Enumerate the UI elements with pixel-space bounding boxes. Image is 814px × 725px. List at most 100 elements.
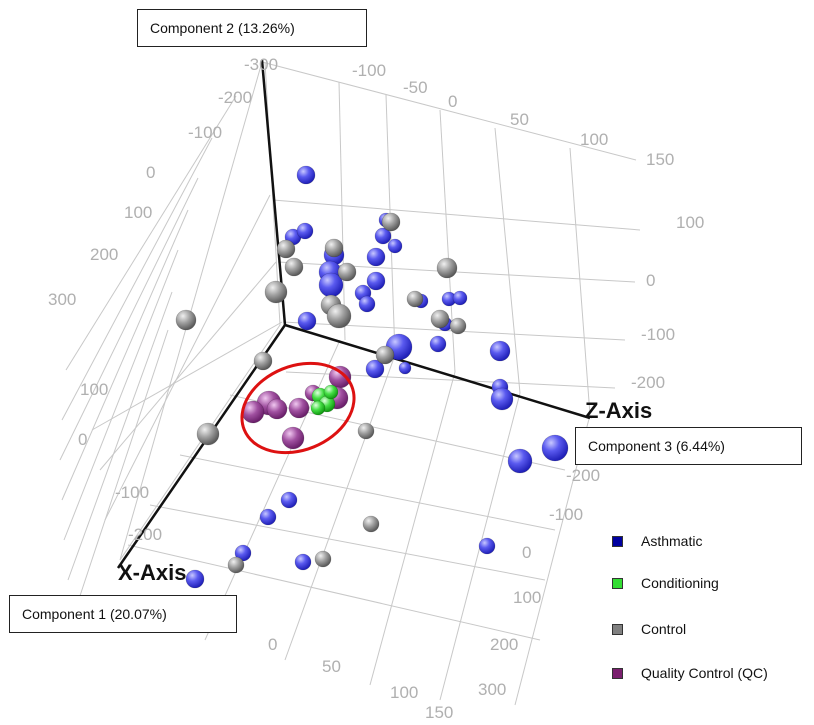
legend-item-conditioning: Conditioning	[612, 575, 719, 591]
component2-label: Component 2 (13.26%)	[137, 9, 367, 47]
highlight-ellipse	[240, 361, 356, 455]
axis-line	[260, 59, 287, 326]
point-asthmatic	[452, 290, 468, 306]
grid-line	[71, 329, 169, 621]
legend-label-asthmatic: Asthmatic	[641, 533, 703, 549]
tick-label-z-lower: -100	[549, 505, 583, 524]
tick-label-x-bottom: 0	[268, 635, 277, 654]
legend-item-qc: Quality Control (QC)	[612, 665, 768, 681]
point-asthmatic	[366, 247, 386, 267]
point-quality-control-qc	[288, 397, 310, 419]
point-control	[357, 422, 375, 440]
grid-line	[149, 504, 546, 581]
grid-line	[67, 291, 173, 581]
grid-line	[65, 95, 237, 371]
tick-label-z-right: -100	[641, 325, 675, 344]
legend-swatch-conditioning	[612, 577, 623, 589]
point-conditioning	[323, 384, 339, 400]
point-control	[253, 351, 273, 371]
point-control	[436, 257, 458, 279]
tick-label-y-top: 0	[448, 92, 457, 111]
point-asthmatic	[296, 165, 316, 185]
point-control	[381, 212, 401, 232]
grid-line	[494, 127, 521, 394]
point-asthmatic	[234, 544, 252, 562]
tick-label-y-top: -50	[403, 78, 428, 97]
tick-label-x-bottom: 150	[425, 703, 453, 722]
point-control	[314, 550, 332, 568]
legend-label-qc: Quality Control (QC)	[641, 665, 768, 681]
point-asthmatic	[490, 387, 514, 411]
grid-line	[569, 147, 591, 416]
grid-line	[99, 261, 277, 471]
point-control	[449, 317, 467, 335]
point-quality-control-qc	[266, 398, 288, 420]
point-asthmatic	[365, 359, 385, 379]
point-asthmatic	[429, 335, 447, 353]
legend-label-conditioning: Conditioning	[641, 575, 719, 591]
point-asthmatic	[374, 227, 392, 245]
point-conditioning	[310, 400, 326, 416]
tick-label-x-left: 0	[78, 430, 87, 449]
point-control	[175, 309, 197, 331]
grid-line	[369, 371, 456, 686]
point-asthmatic	[280, 491, 298, 509]
grid-lines	[59, 61, 641, 706]
point-quality-control-qc	[281, 426, 305, 450]
point-asthmatic	[398, 361, 412, 375]
legend-label-control: Control	[641, 621, 687, 637]
point-asthmatic	[478, 537, 496, 555]
tick-labels: -300 -200 -100 0 100 200 300 -100 -50 0 50 100 150 10…	[48, 55, 704, 722]
point-asthmatic	[185, 569, 205, 589]
point-asthmatic	[489, 340, 511, 362]
data-points	[175, 165, 569, 589]
grid-line	[119, 324, 281, 561]
tick-label-y-left: 0	[146, 163, 155, 182]
grid-line	[261, 61, 637, 161]
axis-line	[284, 323, 591, 420]
point-asthmatic	[294, 553, 312, 571]
point-asthmatic	[297, 311, 317, 331]
point-control	[324, 238, 344, 258]
grid-line	[127, 544, 541, 641]
grid-line	[272, 199, 641, 231]
grid-line	[119, 61, 263, 561]
point-asthmatic	[507, 448, 533, 474]
point-control	[337, 262, 357, 282]
tick-label-z-right: -200	[631, 373, 665, 392]
point-control	[430, 309, 450, 329]
component3-label: Component 3 (6.44%)	[575, 427, 802, 465]
tick-label-z-lower: 0	[522, 543, 531, 562]
point-control	[196, 422, 220, 446]
legend-swatch-qc	[612, 667, 623, 679]
tick-label-x-left: -100	[115, 483, 149, 502]
tick-label-y-left: 300	[48, 290, 76, 309]
point-control	[276, 239, 296, 259]
tick-label-z-lower: 100	[513, 588, 541, 607]
tick-label-x-bottom: 50	[322, 657, 341, 676]
tick-label-y-top: 100	[580, 130, 608, 149]
tick-label-y-top: -100	[352, 61, 386, 80]
tick-label-y-left: -200	[218, 88, 252, 107]
tick-label-y-left: -100	[188, 123, 222, 142]
legend-swatch-control	[612, 623, 623, 635]
tick-label-z-right: 100	[676, 213, 704, 232]
tick-label-z-lower: -200	[566, 466, 600, 485]
grid-line	[104, 194, 271, 521]
tick-label-z-lower: 300	[478, 680, 506, 699]
tick-label-x-left: -200	[128, 525, 162, 544]
tick-label-z-lower: 200	[490, 635, 518, 654]
x-axis-name: X-Axis	[118, 560, 187, 585]
point-control	[362, 515, 380, 533]
tick-label-x-left: 100	[80, 380, 108, 399]
tick-label-x-bottom: 100	[390, 683, 418, 702]
grid-line	[61, 137, 213, 421]
tick-label-y-left: -300	[244, 55, 278, 74]
tick-label-y-left: 100	[124, 203, 152, 222]
tick-label-y-top: 50	[510, 110, 529, 129]
point-asthmatic	[366, 271, 386, 291]
legend-item-control: Control	[612, 621, 686, 637]
tick-label-z-right: 0	[646, 271, 655, 290]
point-control	[326, 303, 352, 329]
point-asthmatic	[358, 295, 376, 313]
